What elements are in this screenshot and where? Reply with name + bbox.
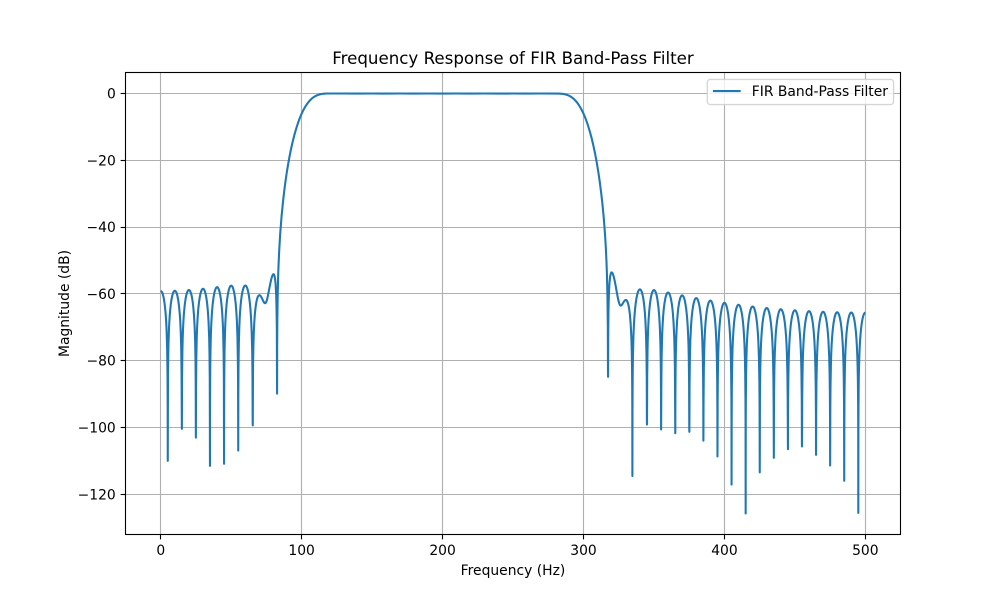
axes-background xyxy=(125,72,901,535)
y-tick-label: −80 xyxy=(86,354,115,370)
x-tick-label: 300 xyxy=(570,543,596,559)
y-tick-label: −20 xyxy=(86,153,115,169)
y-tick-label: −60 xyxy=(86,287,115,303)
series-lines xyxy=(160,92,866,515)
y-tick-label: −40 xyxy=(86,220,115,236)
axis-ticks xyxy=(120,92,867,540)
x-tick-label: 0 xyxy=(156,543,165,559)
y-tick-label: 0 xyxy=(107,87,116,103)
legend: FIR Band-Pass Filter xyxy=(706,78,895,106)
x-tick-label: 500 xyxy=(852,543,878,559)
grid-lines xyxy=(125,72,901,535)
y-tick-label: −120 xyxy=(78,487,116,503)
x-tick-label: 400 xyxy=(711,543,737,559)
axes-frame xyxy=(124,71,902,536)
y-axis-label: Magnitude (dB) xyxy=(57,250,73,357)
plot-area: 0 100 200 300 400 500 −120 −100 −80 −60 −40 −20 0 Fr… xyxy=(57,49,902,579)
legend-frame xyxy=(706,78,895,106)
tick-labels: 0 100 200 300 400 500 −120 −100 −80 −60 −40 −20 0 xyxy=(78,87,879,560)
x-tick-label: 200 xyxy=(429,543,455,559)
series-line-fir-band-pass-filter xyxy=(160,92,866,515)
legend-entry-label: FIR Band-Pass Filter xyxy=(752,84,889,100)
x-axis-label: Frequency (Hz) xyxy=(461,563,566,579)
y-tick-label: −100 xyxy=(78,420,116,436)
x-tick-label: 100 xyxy=(288,543,314,559)
chart-title: Frequency Response of FIR Band-Pass Filt… xyxy=(332,49,694,68)
